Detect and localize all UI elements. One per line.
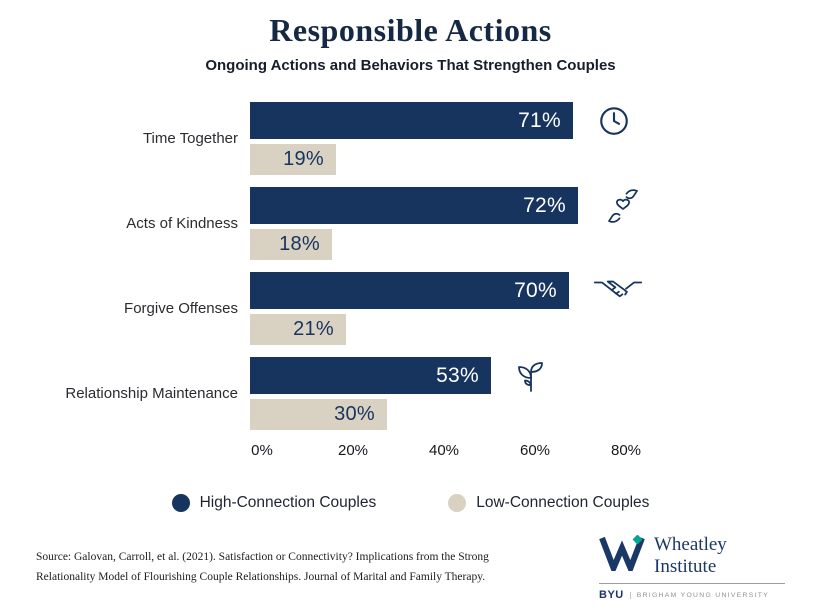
source-line-2: Relationality Model of Flourishing Coupl… <box>36 570 486 583</box>
page-title: Responsible Actions <box>269 12 552 48</box>
bar-low-connection: 30% <box>250 399 387 430</box>
source-line-1: Source: Galovan, Carroll, et al. (2021).… <box>36 551 489 564</box>
legend: High-Connection Couples Low-Connection C… <box>0 494 821 512</box>
logo-top-row: Wheatley Institute <box>599 534 785 577</box>
bar-pair: 71% 19% <box>250 102 821 175</box>
bar-value-label: 53% <box>436 363 479 387</box>
bar-row-low: 19% <box>250 144 821 175</box>
legend-item-high-connection: High-Connection Couples <box>171 494 377 512</box>
x-axis-tick: 0% <box>251 442 273 459</box>
bar-pair: 70% 21% <box>250 272 821 345</box>
x-axis-tick: 80% <box>610 442 642 459</box>
bar-group: Relationship Maintenance 53% 30% <box>0 357 821 430</box>
logo-bottom-row: BYU BRIGHAM YOUNG UNIVERSITY <box>599 589 785 601</box>
byu-wordmark: BYU <box>599 589 624 601</box>
wheatley-w-icon <box>599 534 645 577</box>
category-label: Acts of Kindness <box>126 215 238 232</box>
legend-item-low-connection: Low-Connection Couples <box>448 494 649 512</box>
bar-row-high: 70% <box>250 272 821 309</box>
bar-low-connection: 21% <box>250 314 346 345</box>
logo-divider <box>599 583 785 584</box>
bar-row-high: 71% <box>250 102 821 139</box>
bar-high-connection: 72% <box>250 187 578 224</box>
logo-name-line2: Institute <box>654 555 717 577</box>
bar-low-connection: 18% <box>250 229 332 260</box>
bar-value-label: 30% <box>334 403 375 425</box>
bar-value-label: 71% <box>518 108 561 132</box>
category-label: Relationship Maintenance <box>65 385 238 402</box>
category-label: Time Together <box>142 130 238 147</box>
logo-wordmark: Wheatley Institute <box>654 534 727 577</box>
bar-row-low: 18% <box>250 229 821 260</box>
x-axis-tick: 40% <box>428 442 460 459</box>
bar-low-connection: 19% <box>250 144 336 175</box>
legend-swatch-low-connection <box>448 494 467 512</box>
bar-group: Time Together 71% 19% <box>0 102 821 175</box>
logo-name-line1: Wheatley <box>654 534 727 556</box>
legend-label-high-connection: High-Connection Couples <box>199 494 377 511</box>
wheatley-institute-logo: Wheatley Institute BYU BRIGHAM YOUNG UNI… <box>599 534 785 601</box>
legend-label-low-connection: Low-Connection Couples <box>476 494 650 511</box>
sprout-icon <box>515 358 547 394</box>
bar-row-low: 21% <box>250 314 821 345</box>
bar-group: Forgive Offenses 70% 21% <box>0 272 821 345</box>
bar-value-label: 19% <box>283 148 324 170</box>
handshake-icon <box>593 276 643 305</box>
bar-value-label: 18% <box>279 233 320 255</box>
bar-pair: 53% 30% <box>250 357 821 430</box>
legend-swatch-high-connection <box>171 494 190 512</box>
bar-high-connection: 71% <box>250 102 573 139</box>
bar-group: Acts of Kindness 72% 18% <box>0 187 821 260</box>
x-axis: 0% 20% 40% 60% 80% <box>251 442 821 464</box>
x-axis-tick: 20% <box>337 442 369 459</box>
bar-high-connection: 53% <box>250 357 491 394</box>
byu-university-text: BRIGHAM YOUNG UNIVERSITY <box>629 591 769 599</box>
footer: Source: Galovan, Carroll, et al. (2021).… <box>0 534 821 601</box>
bar-row-high: 72% <box>250 187 821 224</box>
bar-high-connection: 70% <box>250 272 569 309</box>
page-subtitle: Ongoing Actions and Behaviors That Stren… <box>205 57 616 74</box>
x-axis-tick: 60% <box>519 442 551 459</box>
bar-value-label: 21% <box>293 318 334 340</box>
bar-chart: Time Together 71% 19% Acts of Kindness 72% 18… <box>0 102 821 464</box>
source-citation: Source: Galovan, Carroll, et al. (2021).… <box>36 548 489 587</box>
bar-row-high: 53% <box>250 357 821 394</box>
bar-row-low: 30% <box>250 399 821 430</box>
bar-groups: Time Together 71% 19% Acts of Kindness 72% 18… <box>0 102 821 430</box>
category-label: Forgive Offenses <box>124 300 238 317</box>
hands-heart-icon <box>602 186 644 226</box>
clock-icon <box>597 104 631 138</box>
bar-pair: 72% 18% <box>250 187 821 260</box>
bar-value-label: 70% <box>514 278 557 302</box>
bar-value-label: 72% <box>523 193 566 217</box>
